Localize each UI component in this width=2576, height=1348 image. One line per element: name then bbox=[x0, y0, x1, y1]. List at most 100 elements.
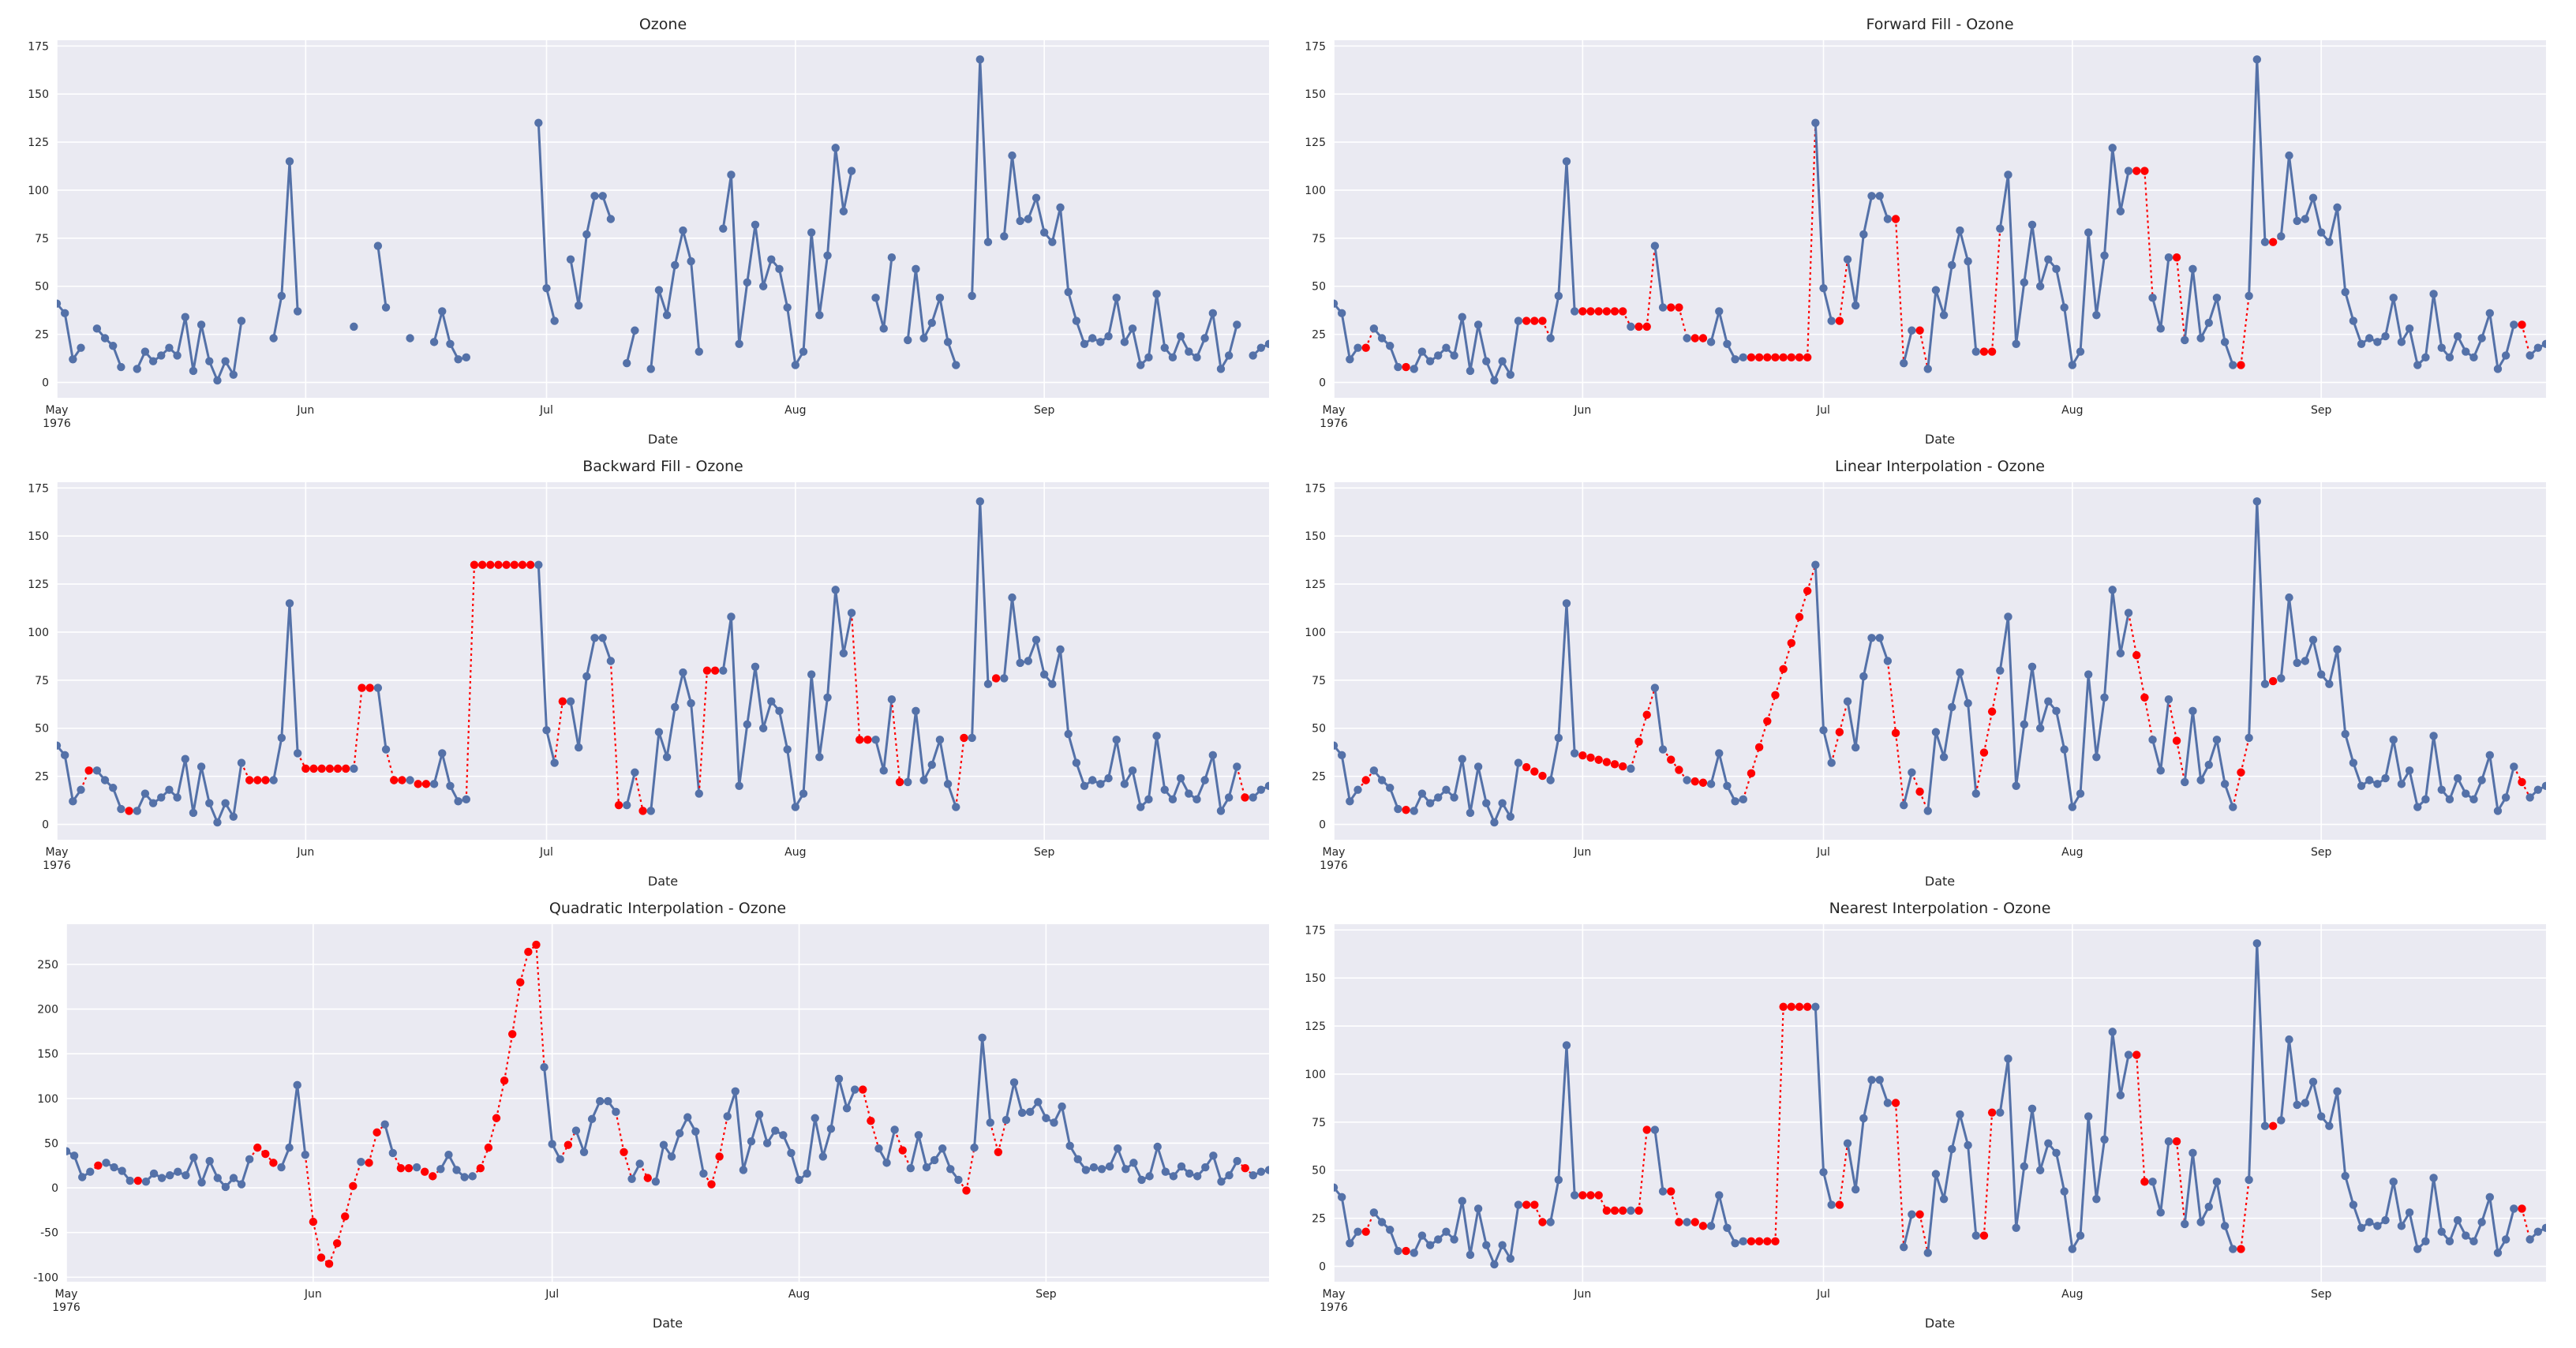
data-point bbox=[109, 784, 118, 792]
observed-segment bbox=[280, 161, 291, 297]
observed-segment bbox=[2279, 1039, 2290, 1121]
imputed-point bbox=[1522, 762, 1531, 772]
data-point bbox=[799, 789, 808, 798]
imputed-segment bbox=[535, 944, 545, 1068]
data-point bbox=[758, 724, 768, 732]
imputed-point bbox=[429, 1172, 437, 1181]
observed-segment bbox=[762, 701, 773, 729]
data-point bbox=[2533, 785, 2543, 794]
data-point bbox=[1931, 1170, 1941, 1178]
imputed-point bbox=[1835, 316, 1844, 325]
observed-segment bbox=[2384, 298, 2395, 337]
observed-segment bbox=[2392, 1181, 2403, 1226]
observed-segment bbox=[814, 1118, 825, 1157]
data-point bbox=[1249, 1171, 1258, 1180]
observed-segment bbox=[2031, 666, 2042, 728]
observed-segment bbox=[2159, 1141, 2170, 1213]
imputed-point bbox=[1803, 586, 1812, 595]
data-point bbox=[454, 355, 462, 364]
data-point bbox=[1819, 1167, 1828, 1177]
data-point bbox=[1996, 666, 2005, 675]
data-point bbox=[659, 1140, 668, 1149]
data-point bbox=[623, 800, 631, 810]
data-point bbox=[1875, 192, 1884, 200]
data-point bbox=[2462, 789, 2470, 798]
imputed-point bbox=[1915, 787, 1924, 796]
data-point bbox=[1394, 362, 1402, 372]
data-point bbox=[783, 303, 792, 312]
data-point bbox=[1120, 338, 1129, 346]
data-point bbox=[1506, 1254, 1515, 1263]
data-point bbox=[1425, 799, 1435, 807]
data-point bbox=[807, 670, 816, 679]
data-point bbox=[2341, 729, 2349, 739]
observed-segment bbox=[176, 316, 187, 356]
observed-segment bbox=[2336, 207, 2347, 293]
data-point bbox=[406, 776, 414, 784]
data-point bbox=[1224, 351, 1234, 360]
observed-segment bbox=[1709, 1195, 1720, 1226]
data-point bbox=[2060, 1187, 2069, 1196]
imputed-segment bbox=[718, 1116, 728, 1157]
data-point bbox=[406, 334, 414, 343]
data-point bbox=[1562, 1041, 1571, 1050]
data-point bbox=[847, 608, 856, 617]
data-point bbox=[671, 702, 680, 712]
imputed-point bbox=[1538, 316, 1547, 325]
data-point bbox=[1065, 1141, 1074, 1151]
data-point bbox=[229, 812, 238, 821]
data-point bbox=[952, 361, 960, 369]
observed-segment bbox=[914, 710, 926, 781]
imputed-segment bbox=[465, 564, 476, 799]
data-point bbox=[2229, 361, 2237, 369]
observed-segment bbox=[537, 564, 549, 731]
imputed-point bbox=[1979, 347, 1989, 356]
data-point bbox=[954, 1175, 963, 1185]
imputed-point bbox=[309, 1217, 318, 1226]
data-point bbox=[2525, 351, 2534, 360]
imputed-point bbox=[1915, 326, 1924, 335]
observed-segment bbox=[2103, 148, 2114, 256]
data-point bbox=[2124, 608, 2133, 617]
data-point bbox=[1256, 343, 1266, 352]
imputed-point bbox=[1987, 347, 1997, 356]
panel-title: Backward Fill - Ozone bbox=[582, 458, 743, 475]
observed-segment bbox=[1340, 755, 1351, 802]
observed-segment bbox=[1107, 298, 1118, 337]
data-point bbox=[1264, 339, 1269, 349]
observed-segment bbox=[726, 1091, 737, 1117]
data-point bbox=[1048, 680, 1057, 688]
data-point bbox=[679, 226, 687, 235]
data-point bbox=[2357, 1223, 2366, 1233]
observed-segment bbox=[1067, 733, 1078, 763]
imputed-point bbox=[707, 1180, 716, 1189]
imputed-point bbox=[620, 1148, 628, 1156]
imputed-point bbox=[341, 764, 350, 773]
imputed-point bbox=[494, 560, 503, 569]
data-point bbox=[269, 776, 278, 784]
observed-segment bbox=[665, 264, 676, 316]
y-tick-label: 100 bbox=[37, 1093, 58, 1106]
imputed-point bbox=[1538, 771, 1547, 781]
observed-segment bbox=[2481, 1196, 2492, 1223]
data-point bbox=[2188, 264, 2197, 274]
data-point bbox=[1650, 242, 1660, 250]
data-point bbox=[1081, 1166, 1091, 1174]
data-point bbox=[1956, 668, 1964, 677]
data-point bbox=[1249, 793, 1257, 802]
x-tick-label: Jul bbox=[1816, 404, 1830, 417]
data-point bbox=[671, 260, 680, 270]
data-point bbox=[1386, 342, 1395, 350]
data-point bbox=[1723, 781, 1732, 791]
data-point bbox=[1160, 785, 1169, 794]
data-point bbox=[695, 789, 703, 798]
imputed-segment bbox=[1983, 711, 1994, 753]
data-point bbox=[2469, 795, 2478, 804]
data-point bbox=[1948, 260, 1956, 270]
observed-segment bbox=[979, 59, 990, 242]
data-point bbox=[2044, 255, 2053, 264]
imputed-point bbox=[1618, 762, 1627, 771]
data-point bbox=[943, 338, 953, 346]
data-point bbox=[2076, 789, 2085, 798]
